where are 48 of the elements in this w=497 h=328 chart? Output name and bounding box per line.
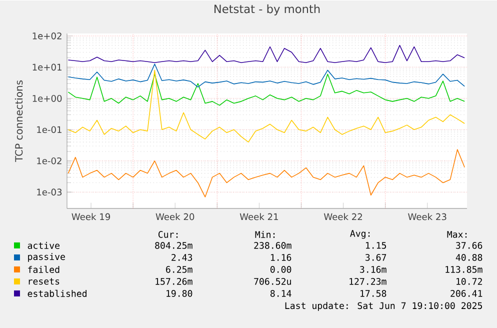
text: 37.66 bbox=[456, 242, 482, 249]
text: 706.52u bbox=[254, 278, 291, 285]
text: Avg: bbox=[350, 230, 370, 238]
y-tick-label: 1e+02 bbox=[32, 32, 62, 40]
legend-label: passive bbox=[28, 252, 65, 262]
chart-title: Netstat - by month bbox=[214, 4, 320, 16]
text: 804.25m bbox=[155, 242, 192, 249]
text: Cur: bbox=[158, 230, 178, 238]
x-tick-label: Week 23 bbox=[408, 212, 446, 220]
legend-label: resets bbox=[28, 278, 60, 284]
x-tick-label: Week 22 bbox=[324, 212, 362, 220]
line-series bbox=[68, 63, 465, 88]
text: 40.88 bbox=[456, 254, 482, 261]
text: 206.41 bbox=[450, 290, 482, 297]
text: 19.80 bbox=[166, 290, 192, 297]
y-tick-label: 1e-01 bbox=[37, 126, 62, 133]
line-series bbox=[68, 44, 465, 63]
text: 17.58 bbox=[360, 290, 386, 297]
text: 6.25m bbox=[166, 266, 192, 273]
text: 113.85m bbox=[446, 266, 482, 273]
legend-label: failed bbox=[28, 266, 60, 273]
y-axis-title: TCP connections bbox=[14, 80, 23, 162]
legend-label: active bbox=[28, 242, 60, 249]
text: 8.14 bbox=[270, 290, 292, 297]
x-tick-label: Week 19 bbox=[72, 212, 110, 220]
line-series bbox=[68, 73, 465, 106]
text: Last update: Sat Jun 7 19:10:00 2025 bbox=[285, 302, 482, 311]
text: 10.72 bbox=[456, 278, 482, 285]
text: 0.00 bbox=[270, 266, 292, 273]
y-tick-label: 1e-03 bbox=[37, 188, 62, 196]
text: 157.26m bbox=[156, 278, 192, 285]
text: 2.43 bbox=[172, 254, 192, 261]
line-series bbox=[68, 70, 465, 142]
y-tick-label: 1e+01 bbox=[32, 64, 62, 70]
text: 3.16m bbox=[360, 266, 386, 273]
text: 3.67 bbox=[366, 254, 386, 261]
x-tick-label: Week 21 bbox=[240, 212, 278, 220]
text: Min: bbox=[255, 230, 275, 238]
text: 238.60m bbox=[254, 242, 292, 249]
text: 1.16 bbox=[270, 254, 292, 261]
text: 1.15 bbox=[366, 242, 386, 249]
y-tick-label: 1e-02 bbox=[37, 157, 62, 164]
x-tick-label: Week 20 bbox=[156, 212, 194, 220]
line-series bbox=[68, 148, 465, 198]
y-tick-label: 1e+00 bbox=[32, 94, 62, 102]
text: Max: bbox=[447, 230, 467, 238]
legend-label: established bbox=[28, 290, 86, 297]
text: 127.23m bbox=[350, 278, 386, 285]
